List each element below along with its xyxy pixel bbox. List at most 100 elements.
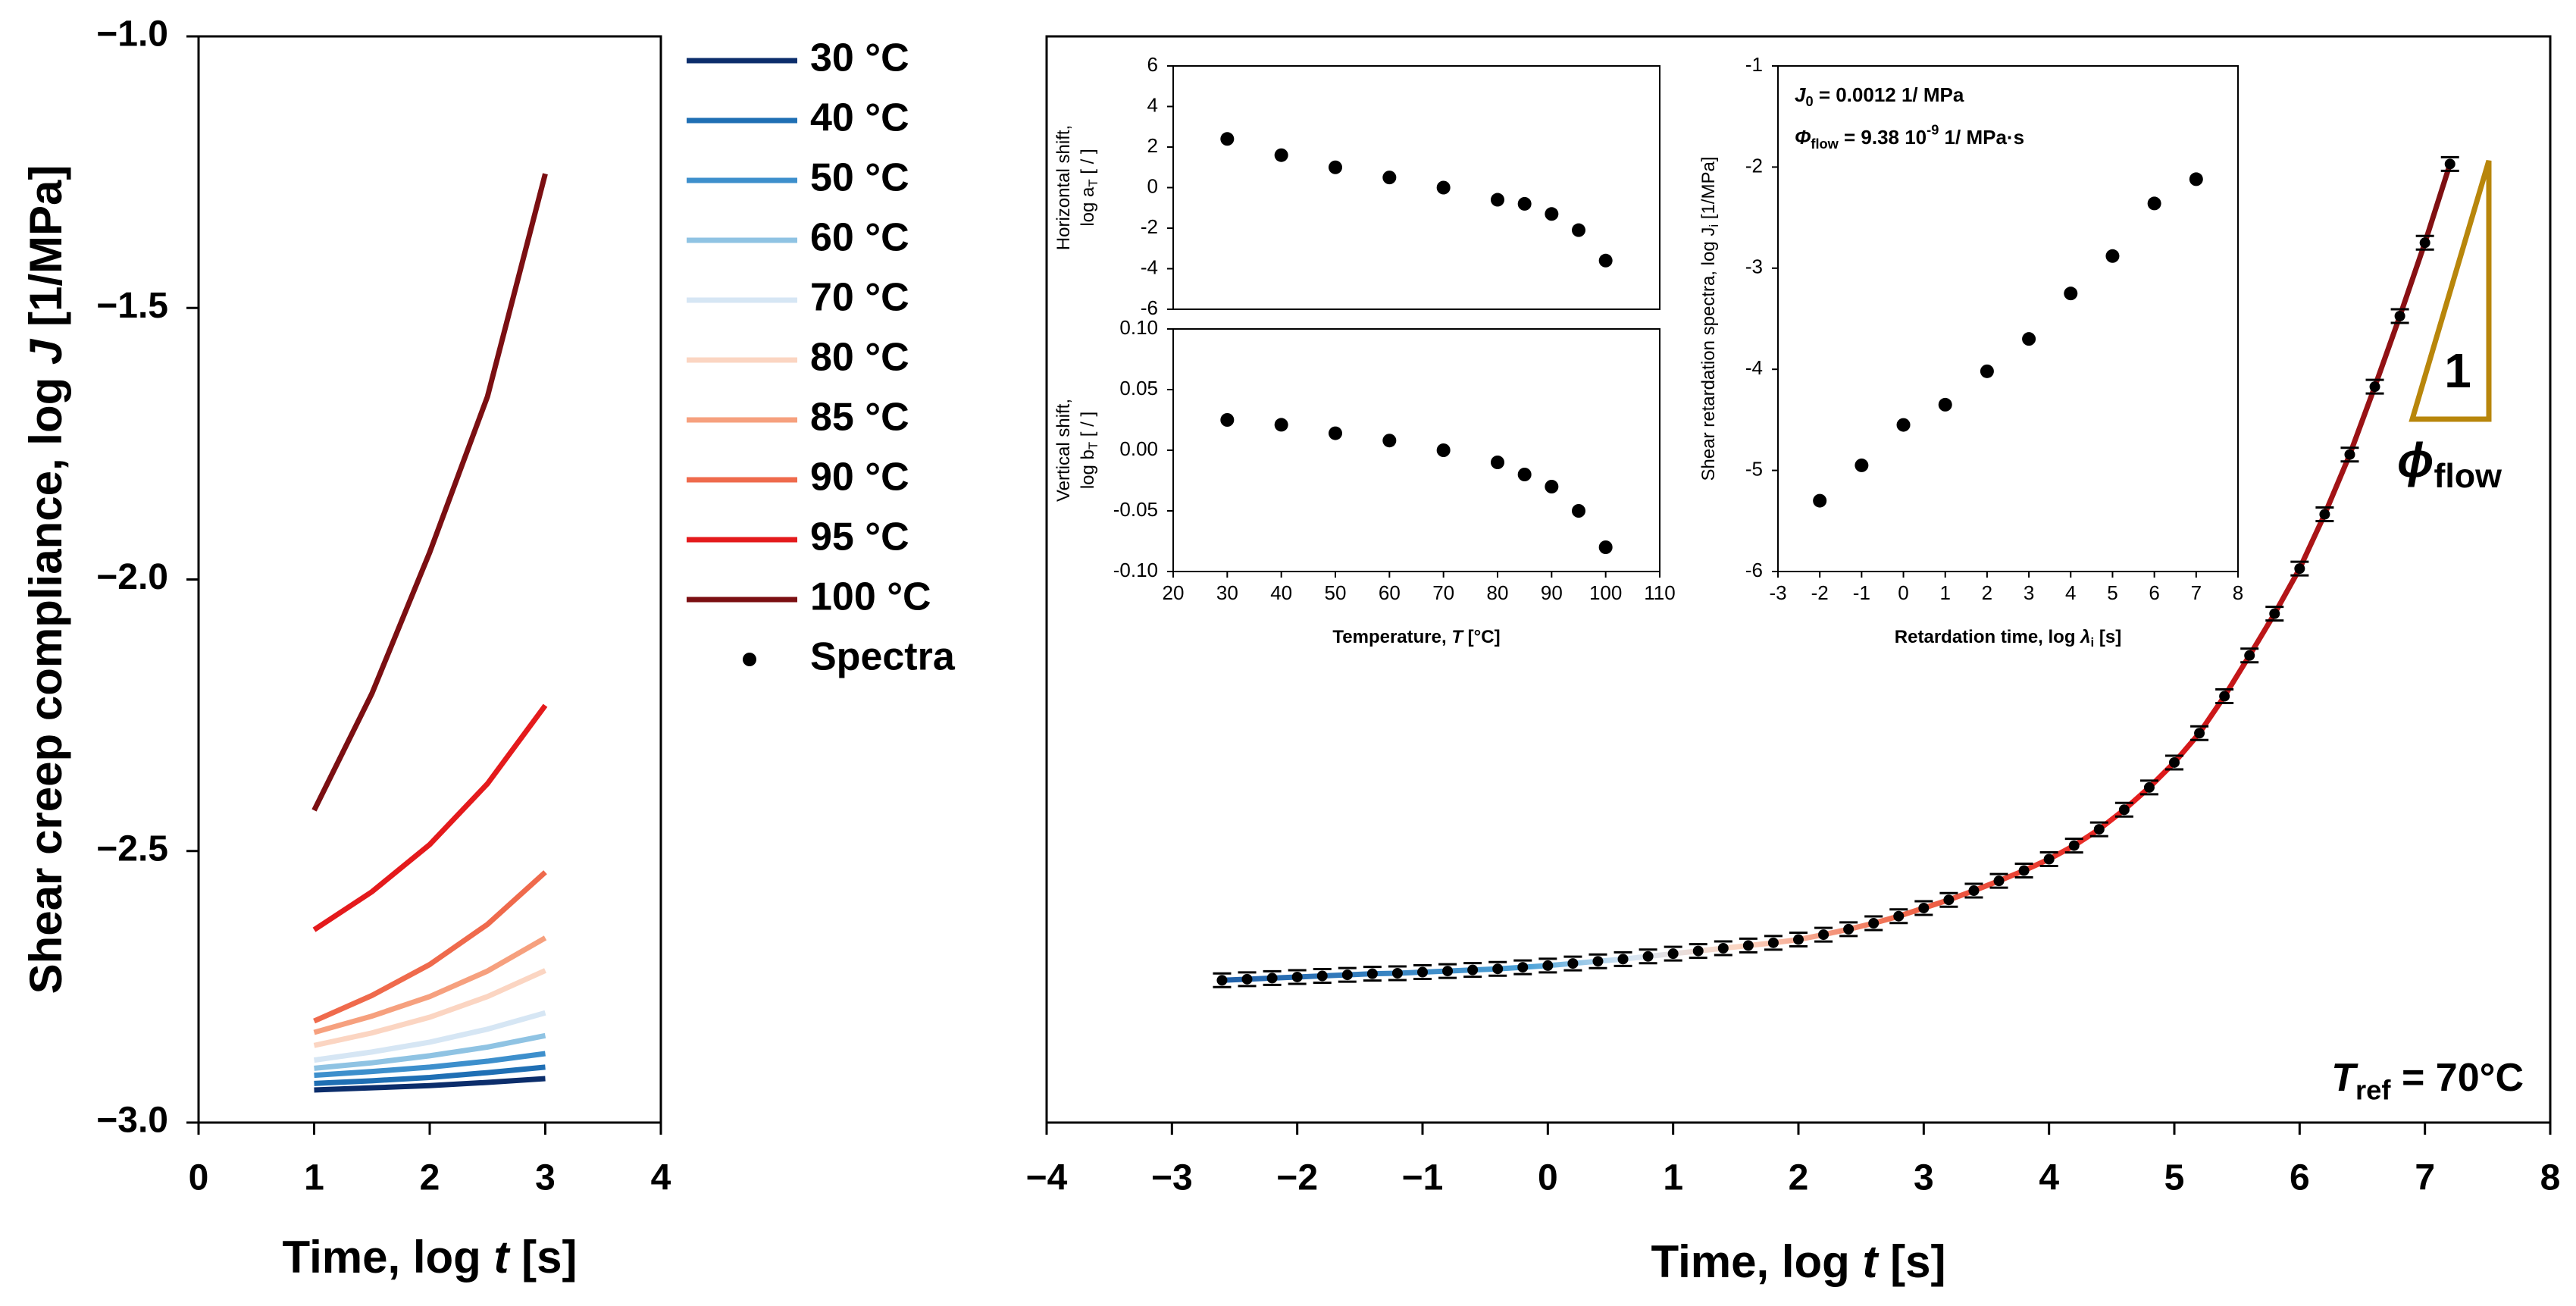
x-tick-label: 20 [1163,581,1185,604]
text-part: λ [2079,627,2090,647]
data-point [2194,728,2205,739]
text-part: T [1087,442,1101,449]
annotation: Φflow = 9.38 10-9 1/ MPa·s [1795,122,2024,151]
data-point [2068,840,2080,851]
legend-label: Spectra [810,635,956,679]
y-tick-label: -0.05 [1113,498,1158,521]
data-point [1617,954,1629,965]
data-point [1442,966,1454,977]
x-tick-label: 60 [1379,581,1401,604]
text-part: Time, log [1651,1236,1863,1287]
x-tick-label: −2 [1276,1158,1318,1198]
data-point [1417,966,1428,978]
data-point [2093,824,2105,835]
data-point [1545,480,1559,493]
x-tick-label: -1 [1853,581,1870,604]
data-point [1598,540,1613,554]
x-tick-label: 2 [420,1158,440,1198]
data-point [1767,937,1779,948]
text-part: Shear creep compliance, log [20,365,71,994]
text-part: flow [2434,457,2502,495]
text-part: T [1451,627,1464,647]
series-line [314,1032,546,1071]
data-point [2394,310,2405,321]
data-point [1893,910,1905,922]
y-tick-label: −2.0 [96,557,168,597]
data-point [1517,962,1529,973]
x-axis-label: Retardation time, log λi [s] [1895,627,2121,650]
data-point [1517,196,1532,211]
data-point [1572,223,1585,237]
x-tick-label: 1 [1939,581,1950,604]
x-tick-label: 3 [535,1158,556,1198]
legend-label: 85 °C [810,396,909,440]
plot-frame [1172,328,1660,572]
data-point [1968,885,1980,897]
series-line [314,1010,546,1063]
data-point [1843,923,1855,935]
text-part: [1/MPa] [20,165,71,340]
legend-label: 30 °C [810,36,909,80]
data-point [1329,160,1342,174]
text-part: log b [1078,449,1098,489]
y-axis-label: Vertical shift, [1053,399,1074,502]
x-tick-label: −4 [1026,1158,1068,1198]
data-point [1316,970,1328,982]
text-part: Shear retardation spectra, log J [1698,227,1719,481]
x-axis-label: Time, log t [s] [1651,1236,1946,1287]
legend-label: 90 °C [810,456,909,500]
data-point [1793,934,1804,945]
data-point [1667,948,1679,960]
y-tick-label: 0.10 [1119,316,1158,339]
x-tick-label: 0 [189,1158,209,1198]
text-part: [°C] [1463,627,1501,647]
x-tick-label: 0 [1898,581,1908,604]
data-point [1993,875,2005,887]
data-point [1818,929,1829,941]
text-part: = 0.0012 1/ MPa [1814,83,1964,106]
y-tick-label: −2.5 [96,828,168,869]
data-point [1366,968,1378,979]
legend-label: 60 °C [810,216,909,260]
data-point [1938,397,1952,412]
y-tick-label: -0.10 [1113,559,1158,581]
x-tick-label: 80 [1487,581,1509,604]
y-tick-label: 0.00 [1119,437,1158,460]
slope-label: 1 [2444,343,2471,398]
text-part: i [2091,636,2095,650]
text-part: t [493,1232,511,1283]
y-axis-label: Shear creep compliance, log J [1/MPa] [20,165,71,994]
data-point [1220,132,1235,146]
data-point [1598,253,1613,268]
data-point [1717,943,1729,954]
y-axis-label: log aT [ / ] [1078,149,1100,226]
series-line [313,968,546,1048]
data-point [1436,180,1451,195]
text-part: flow [1811,136,1839,152]
plot-frame [1172,65,1660,310]
data-point [1436,443,1451,457]
x-tick-label: −1 [1402,1158,1444,1198]
x-tick-label: 90 [1541,581,1563,604]
text-part: [ / ] [1078,412,1098,442]
data-point [1855,458,1869,472]
text-part: = 70°C [2391,1056,2524,1100]
text-part: [s] [1877,1236,1945,1287]
series-line [314,1064,546,1086]
data-point [2022,332,2036,346]
text-part: [s] [2094,627,2121,647]
data-point [2369,381,2380,393]
series-line [312,703,548,932]
data-point [1491,456,1504,469]
x-axis-label: Time, log t [s] [283,1232,577,1283]
x-tick-label: 30 [1216,581,1238,604]
y-tick-label: -1 [1745,53,1763,76]
data-point [1391,967,1403,979]
x-tick-label: 7 [2415,1158,2435,1198]
legend-label: 70 °C [810,276,909,320]
data-point [1266,972,1278,984]
data-point [2143,781,2155,793]
x-tick-label: 5 [2107,581,2117,604]
data-point [1567,958,1579,969]
data-point [1642,951,1654,962]
